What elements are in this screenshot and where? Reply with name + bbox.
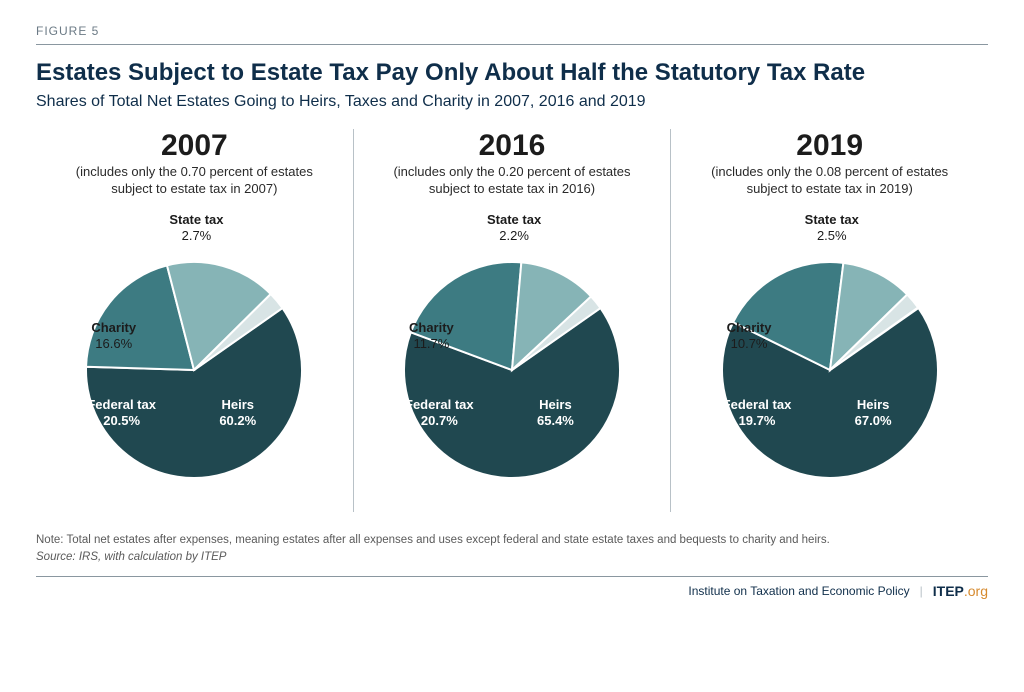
credit-logo: ITEP.org (933, 583, 988, 599)
pie-chart (59, 252, 329, 492)
figure-label: FIGURE 5 (36, 24, 988, 38)
credit-org: Institute on Taxation and Economic Polic… (688, 584, 909, 598)
panel-note: (includes only the 0.20 percent of estat… (382, 164, 642, 198)
panel-year: 2019 (796, 129, 863, 162)
slice-label-state: State tax2.2% (487, 212, 541, 245)
slice-label-federal: Federal tax20.5% (87, 397, 156, 430)
slice-label-heirs: Heirs60.2% (219, 397, 256, 430)
pie-chart (695, 252, 965, 492)
rule-bottom (36, 576, 988, 577)
slice-label-charity: Charity11.7% (409, 320, 454, 353)
pie-wrap: Heirs65.4% Federal tax20.7% Charity11.7% St… (377, 212, 647, 512)
footnotes: Note: Total net estates after expenses, … (36, 532, 988, 567)
panel-year: 2016 (479, 129, 546, 162)
slice-label-federal: Federal tax19.7% (723, 397, 792, 430)
panel-note: (includes only the 0.08 percent of estat… (700, 164, 960, 198)
credit-logo-suffix: .org (964, 583, 988, 599)
slice-label-heirs: Heirs67.0% (855, 397, 892, 430)
footnote-source: Source: IRS, with calculation by ITEP (36, 549, 988, 566)
chart-subtitle: Shares of Total Net Estates Going to Hei… (36, 93, 988, 111)
slice-label-state: State tax2.5% (805, 212, 859, 245)
chart-title: Estates Subject to Estate Tax Pay Only A… (36, 59, 988, 87)
slice-label-charity: Charity16.6% (91, 320, 136, 353)
chart-panel: 2016(includes only the 0.20 percent of e… (353, 129, 671, 512)
rule-top (36, 44, 988, 45)
slice-label-heirs: Heirs65.4% (537, 397, 574, 430)
slice-label-state: State tax2.7% (169, 212, 223, 245)
slice-label-charity: Charity10.7% (727, 320, 772, 353)
chart-panel: 2019(includes only the 0.08 percent of e… (670, 129, 988, 512)
footnote-note: Note: Total net estates after expenses, … (36, 532, 988, 549)
credit-line: Institute on Taxation and Economic Polic… (36, 583, 988, 599)
credit-logo-bold: ITEP (933, 583, 964, 599)
credit-separator: | (920, 584, 923, 598)
pie-chart (377, 252, 647, 492)
panel-year: 2007 (161, 129, 228, 162)
panel-note: (includes only the 0.70 percent of estat… (64, 164, 324, 198)
charts-row: 2007(includes only the 0.70 percent of e… (36, 129, 988, 512)
pie-wrap: Heirs67.0% Federal tax19.7% Charity10.7% St… (695, 212, 965, 512)
chart-panel: 2007(includes only the 0.70 percent of e… (36, 129, 353, 512)
pie-wrap: Heirs60.2% Federal tax20.5% Charity16.6% St… (59, 212, 329, 512)
slice-label-federal: Federal tax20.7% (405, 397, 474, 430)
